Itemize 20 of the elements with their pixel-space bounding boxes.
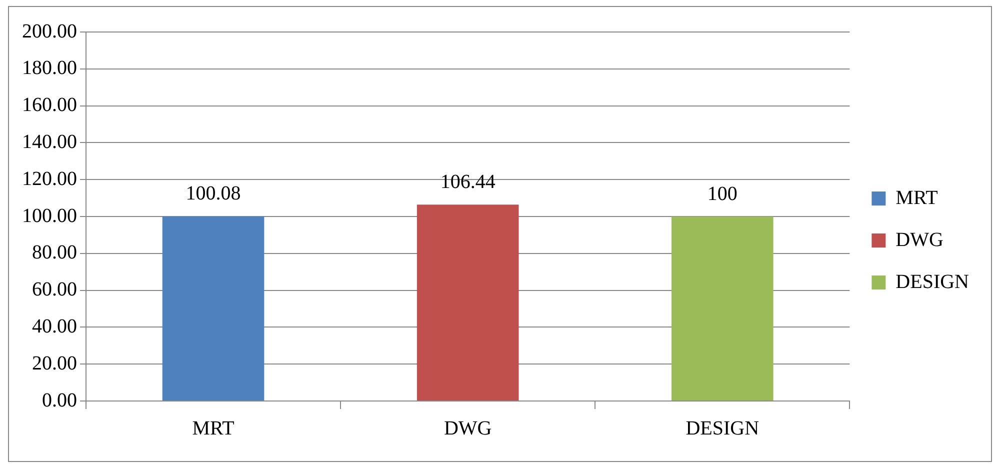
y-tick-label: 0.00 xyxy=(42,389,77,412)
x-tick-label: DWG xyxy=(444,417,492,440)
y-tick-label: 40.00 xyxy=(32,315,77,338)
y-tick-label: 160.00 xyxy=(22,94,77,116)
legend-label: MRT xyxy=(896,186,938,209)
y-tick-label: 140.00 xyxy=(22,130,77,153)
y-tick-label: 180.00 xyxy=(22,57,77,80)
x-tick-label: MRT xyxy=(192,417,234,440)
y-tick-label: 20.00 xyxy=(32,352,77,374)
y-tick-label: 60.00 xyxy=(32,278,77,301)
y-tick-label: 100.00 xyxy=(22,204,77,227)
legend-label: DESIGN xyxy=(896,270,970,293)
legend-label: DWG xyxy=(896,228,944,251)
x-tick-label: DESIGN xyxy=(686,417,760,440)
y-tick-label: 120.00 xyxy=(22,168,77,190)
data-label: 106.44 xyxy=(440,170,496,193)
y-tick-label: 80.00 xyxy=(32,242,77,264)
data-label: 100 xyxy=(707,182,738,205)
data-label: 100.08 xyxy=(186,182,241,205)
y-tick-label: 200.00 xyxy=(22,20,77,42)
